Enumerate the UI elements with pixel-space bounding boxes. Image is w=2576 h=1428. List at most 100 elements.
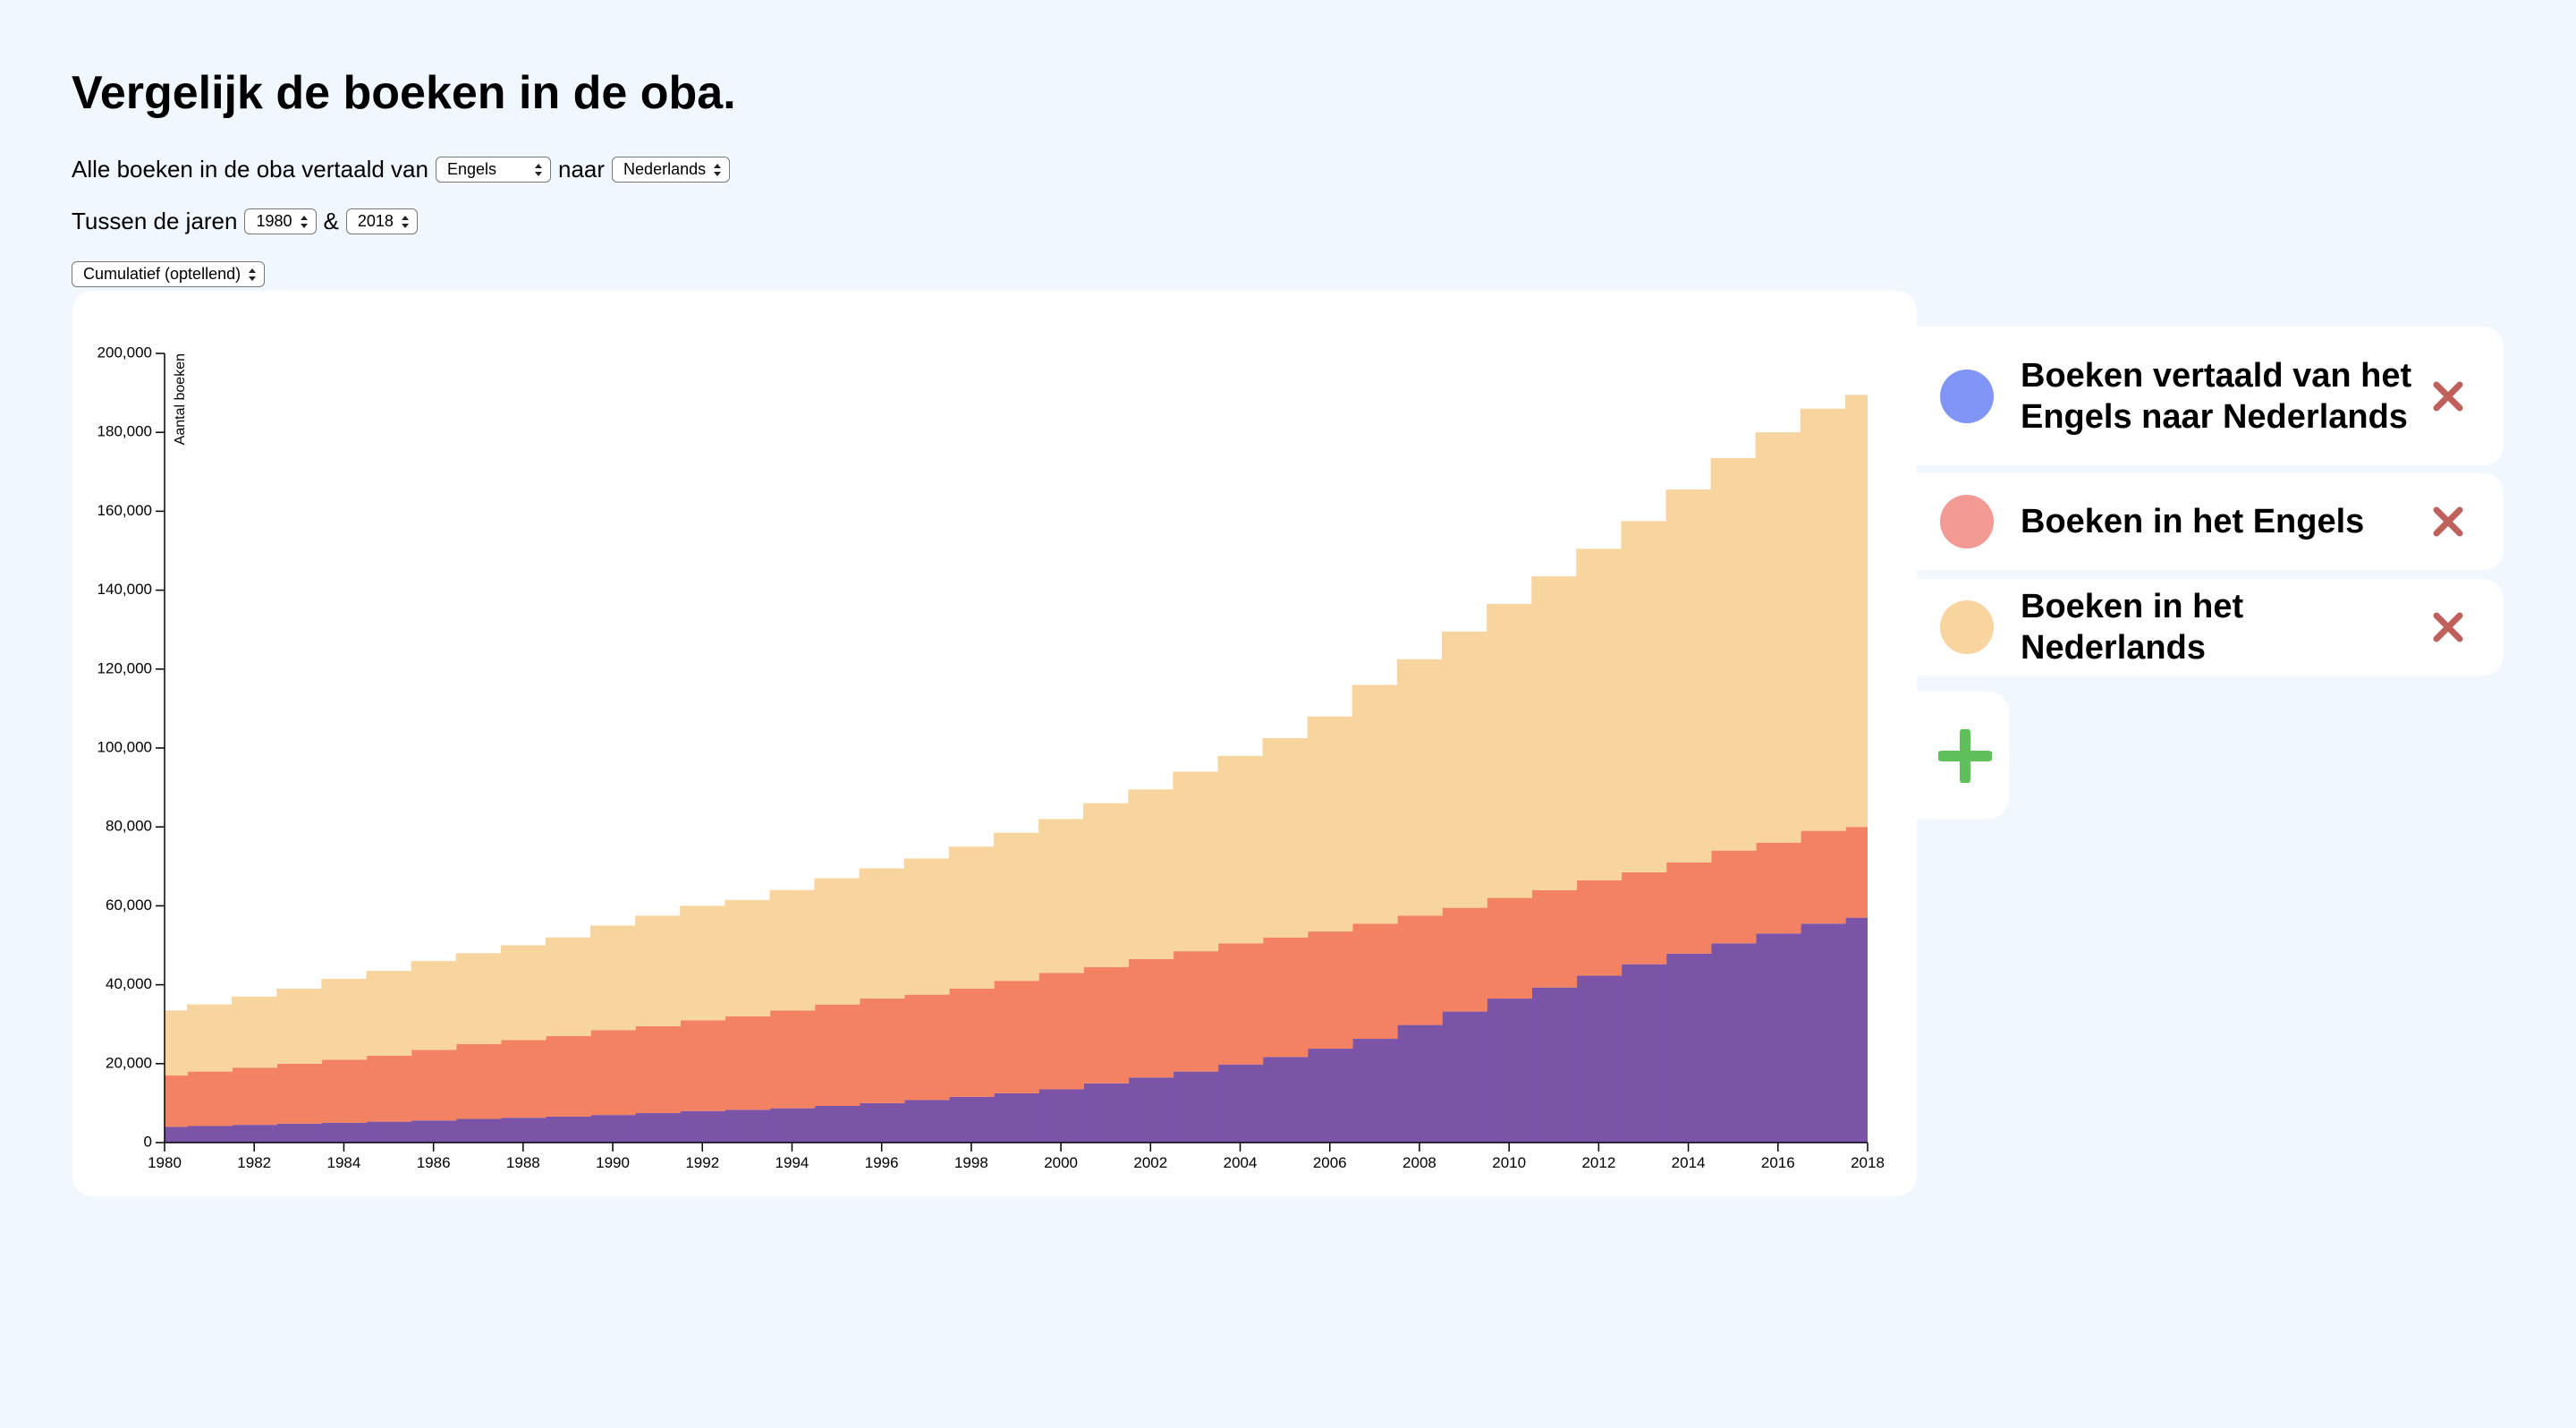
legend-label: Boeken in het Engels	[2021, 503, 2365, 540]
area-step	[1487, 604, 1533, 898]
area-step	[1083, 966, 1130, 1084]
y-axis-label: Aantal boeken	[173, 353, 188, 445]
area-step	[366, 1055, 412, 1122]
area-step	[1262, 1057, 1309, 1143]
y-tick-label: 60,000	[106, 897, 152, 914]
area-step	[276, 1063, 323, 1124]
x-tick-label: 1986	[417, 1154, 451, 1171]
area-step	[635, 915, 682, 1026]
area-step	[1083, 803, 1130, 967]
area-step	[1217, 943, 1264, 1065]
area-step	[948, 1096, 995, 1143]
remove-button[interactable]	[2432, 506, 2464, 538]
area-step	[455, 1118, 502, 1143]
area-step	[1844, 917, 1868, 1143]
y-tick-label: 40,000	[106, 975, 152, 992]
end-year-select[interactable]: 2018	[345, 208, 418, 234]
area-step	[1665, 489, 1712, 863]
area-step	[1352, 1039, 1398, 1143]
from-select[interactable]: Engels	[435, 157, 551, 183]
x-tick-label: 2010	[1492, 1154, 1526, 1171]
area-step	[680, 1020, 726, 1111]
y-tick-label: 0	[144, 1133, 152, 1150]
area-step	[1576, 975, 1623, 1143]
area-step	[321, 978, 368, 1060]
area-step	[1262, 937, 1309, 1058]
area-step	[1800, 923, 1846, 1143]
x-tick-label: 2014	[1672, 1154, 1706, 1171]
years-text: Tussen de jaren	[72, 208, 238, 234]
legend-marker	[1940, 369, 1994, 423]
area-step	[590, 1115, 636, 1143]
area-step	[814, 1004, 860, 1106]
area-step	[1038, 1089, 1084, 1143]
add-card[interactable]	[1917, 692, 2009, 819]
area-step	[1217, 755, 1264, 944]
area-step	[411, 961, 457, 1050]
x-tick-label: 1982	[237, 1154, 271, 1171]
area-step	[165, 1010, 188, 1076]
x-tick-label: 2004	[1224, 1154, 1258, 1171]
x-tick-label: 1994	[775, 1154, 809, 1171]
area-step	[680, 1110, 726, 1143]
area-step	[1755, 432, 1801, 843]
area-step	[724, 899, 771, 1016]
to-select[interactable]: Nederlands	[612, 157, 731, 183]
x-tick-label: 1984	[327, 1154, 361, 1171]
area-step	[1844, 827, 1868, 918]
chart-card: 0 20,000 40,000 60,000 80,000 100,000 120,000 1…	[72, 291, 1917, 1196]
area-step	[1396, 659, 1443, 916]
legend-marker	[1940, 600, 1994, 654]
area-step	[1755, 842, 1801, 934]
x-tick-label: 2012	[1581, 1154, 1615, 1171]
area-step	[903, 1100, 950, 1143]
area-step	[1621, 964, 1667, 1143]
area-step	[1710, 850, 1757, 944]
x-tick-label: 2006	[1313, 1154, 1347, 1171]
area-step	[1307, 1049, 1353, 1143]
area-step	[1173, 771, 1219, 952]
area-step	[321, 1059, 368, 1123]
area-step	[859, 999, 905, 1103]
legend-item: Boeken in het Engels	[1917, 473, 2504, 570]
area-step	[814, 1105, 860, 1143]
area-step	[635, 1112, 682, 1143]
area-step	[1128, 1077, 1174, 1143]
area-step	[165, 1075, 188, 1127]
mode-select[interactable]: Cumulatief (optellend)	[72, 261, 266, 287]
area-step	[1038, 973, 1084, 1090]
remove-button[interactable]	[2432, 611, 2464, 643]
area-step	[232, 1067, 278, 1126]
language-row: Alle boeken in de oba vertaald van Engel…	[72, 156, 731, 183]
area-step	[1128, 789, 1174, 959]
start-year-select[interactable]: 1980	[244, 208, 317, 234]
area-step	[165, 1126, 188, 1143]
area-step	[455, 953, 502, 1044]
area-step	[276, 989, 323, 1064]
area-step	[1710, 943, 1757, 1143]
area-step	[769, 1010, 816, 1109]
legend-label: Boeken vertaald van het Engels naar Nede…	[2021, 356, 2412, 436]
area-step	[680, 905, 726, 1021]
area-step	[1352, 923, 1398, 1040]
area-step	[1442, 631, 1487, 908]
area-step	[276, 1123, 323, 1143]
area-step	[1396, 915, 1443, 1025]
area-step	[1800, 408, 1846, 831]
y-tick-label: 100,000	[97, 738, 152, 755]
area-step	[993, 1092, 1039, 1143]
area-step	[1173, 951, 1219, 1072]
area-step	[1576, 880, 1623, 976]
y-tick-label: 80,000	[106, 818, 152, 835]
add-icon[interactable]	[1938, 729, 1992, 783]
remove-button[interactable]	[2432, 380, 2464, 412]
x-tick-label: 1998	[954, 1154, 988, 1171]
area-step	[1487, 897, 1533, 999]
area-step	[1128, 958, 1174, 1078]
area-step	[1262, 737, 1309, 938]
x-tick-label: 1992	[685, 1154, 719, 1171]
area-step	[814, 878, 860, 1005]
area-step	[455, 1043, 502, 1119]
area-step	[1307, 716, 1353, 932]
area-step	[859, 868, 905, 999]
